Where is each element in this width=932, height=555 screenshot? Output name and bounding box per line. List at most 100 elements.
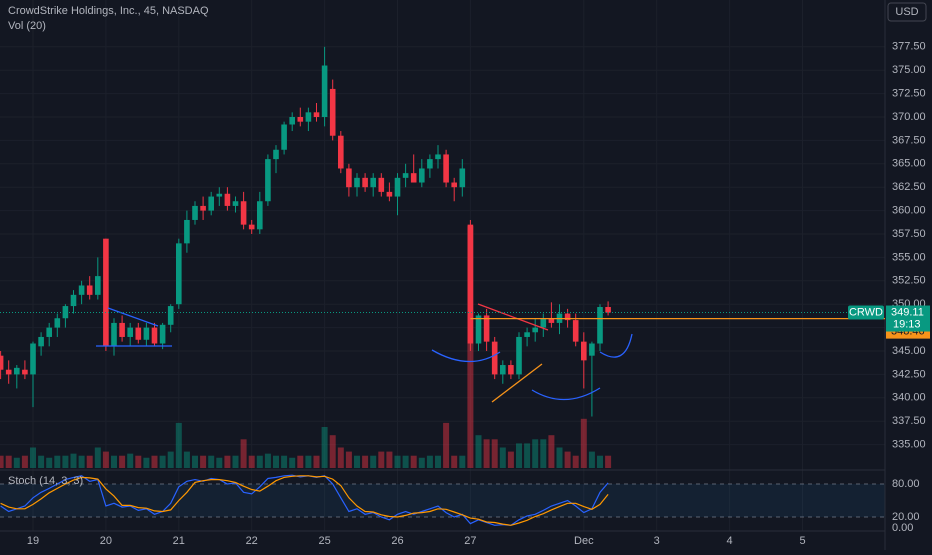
candle-body <box>62 306 69 319</box>
x-tick-label: 25 <box>318 535 330 547</box>
volume-bar <box>451 455 458 468</box>
y-tick-label: 375.00 <box>892 64 926 76</box>
volume-bar <box>605 455 612 468</box>
y-tick-label: 367.50 <box>892 134 926 146</box>
volume-bar <box>305 455 312 468</box>
candle-body <box>167 306 174 325</box>
volume-bar <box>38 455 45 468</box>
candle-body <box>589 343 595 356</box>
x-tick-label: 22 <box>246 535 258 547</box>
volume-bar <box>0 455 4 468</box>
candle-body <box>289 117 295 125</box>
volume-bar <box>46 457 53 468</box>
volume-bar <box>386 451 393 468</box>
candle-body <box>435 154 441 160</box>
candle-body <box>14 367 20 375</box>
candle-body <box>532 327 538 333</box>
trend-line <box>491 363 543 403</box>
volume-bar <box>94 447 101 468</box>
candle-body <box>540 318 547 328</box>
volume-bar <box>62 455 69 468</box>
volume-bar <box>548 435 555 468</box>
volume-bar <box>119 455 126 468</box>
candle-body <box>346 168 352 188</box>
x-tick-label: 3 <box>654 535 660 547</box>
candle-body <box>192 205 198 220</box>
volume-bar <box>345 451 352 468</box>
volume-bar <box>216 457 223 468</box>
arc <box>599 333 633 358</box>
volume-bar <box>426 455 433 468</box>
candle-body <box>208 196 214 211</box>
candle-body <box>0 355 4 370</box>
volume-bar <box>86 455 93 468</box>
volume-bar <box>507 451 514 468</box>
volume-bar <box>572 455 579 468</box>
currency-button[interactable] <box>887 2 927 22</box>
volume-bar <box>588 451 595 468</box>
candle-body <box>581 341 587 361</box>
candle-body <box>151 327 158 344</box>
volume-bar <box>21 455 28 468</box>
volume-bar <box>524 443 531 468</box>
volume-bar <box>127 453 134 468</box>
candle-body <box>232 201 239 206</box>
volume-bar <box>200 455 207 468</box>
candle-body <box>297 117 304 122</box>
volume-bar <box>240 439 247 468</box>
candle-body <box>248 224 255 230</box>
volume-bar <box>111 455 117 468</box>
candle-body <box>313 112 320 117</box>
arc <box>431 349 501 363</box>
candle-body <box>257 201 263 230</box>
volume-bar <box>102 451 109 468</box>
candle-body <box>70 294 77 307</box>
volume-bar <box>183 451 190 468</box>
candle-body <box>370 177 376 188</box>
trend-line <box>107 307 159 327</box>
volume-bar <box>167 451 174 468</box>
y-tick-label: 342.50 <box>892 368 926 380</box>
volume-bar <box>151 455 158 468</box>
x-tick-label: 20 <box>100 535 112 547</box>
candle-body <box>605 307 611 313</box>
volume-bar <box>70 453 77 468</box>
volume-bar <box>459 455 466 468</box>
x-tick-label: 26 <box>391 535 403 547</box>
x-tick-label: 21 <box>173 535 185 547</box>
stoch-tick-label: 20.00 <box>892 511 920 523</box>
candle-body <box>281 124 287 150</box>
y-tick-label: 377.50 <box>892 41 926 53</box>
candle-body <box>483 315 490 342</box>
candle-body <box>111 322 117 347</box>
volume-bar <box>378 451 385 468</box>
y-tick-label: 372.50 <box>892 88 926 100</box>
volume-bar <box>491 439 498 468</box>
arc <box>531 387 601 401</box>
candle-body <box>516 336 522 375</box>
candle-body <box>95 276 101 295</box>
y-tick-label: 337.50 <box>892 415 926 427</box>
volume-bar <box>532 439 539 468</box>
candle-body <box>354 177 360 188</box>
candle-body <box>410 173 417 183</box>
currency[interactable]: USD <box>895 6 918 18</box>
volume-bar <box>354 455 360 468</box>
volume-bar <box>321 427 328 468</box>
volume-bar <box>394 455 401 468</box>
candle-body <box>402 173 409 178</box>
x-tick-label: Dec <box>574 535 594 547</box>
countdown: 19:13 <box>893 318 921 330</box>
x-tick-label: 4 <box>727 535 733 547</box>
candle-body <box>459 168 466 188</box>
volume-bar <box>224 455 231 468</box>
candle-body <box>200 205 206 211</box>
volume-bar <box>143 457 150 468</box>
candle-body <box>103 238 109 347</box>
y-tick-label: 345.00 <box>892 345 926 357</box>
chart-title: CrowdStrike Holdings, Inc., 45, NASDAQ <box>8 5 209 17</box>
volume-bar <box>443 422 450 468</box>
volume-bar <box>516 443 522 468</box>
